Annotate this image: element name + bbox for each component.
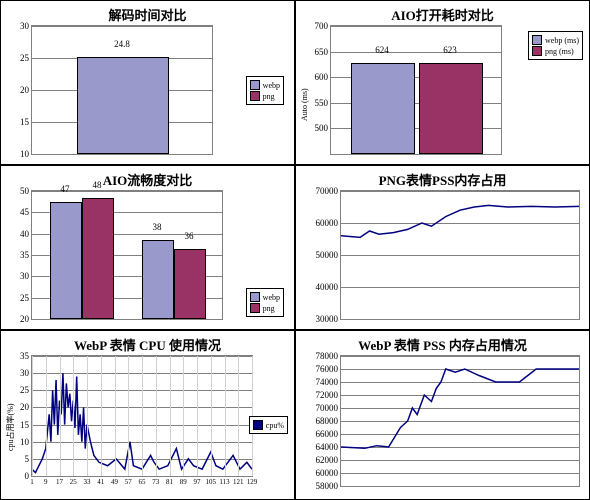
bar xyxy=(82,198,114,319)
legend: cpu% xyxy=(249,416,288,434)
panel-title: AIO流畅度对比 xyxy=(1,170,294,189)
legend-label: cpu% xyxy=(266,421,284,430)
panel-decode: 解码时间对比 101520253024.8 webp png xyxy=(0,0,295,165)
x-tick: 89 xyxy=(180,476,187,486)
bar xyxy=(174,249,206,319)
bar xyxy=(50,202,82,319)
bar xyxy=(77,57,169,154)
bar-value-label: 624 xyxy=(375,45,389,55)
bar-value-label: 47 xyxy=(61,184,70,194)
panel-title: 解码时间对比 xyxy=(1,5,294,24)
panel-webp-pss: WebP 表情 PSS 内存占用情况 580006000062000640006… xyxy=(295,330,590,500)
plot-area: 5800060000620006400066000680007000072000… xyxy=(340,355,580,487)
legend-label: webp (ms) xyxy=(545,36,579,45)
legend: webp (ms) png (ms) xyxy=(528,31,583,60)
x-tick: 33 xyxy=(84,476,91,486)
legend-item: png (ms) xyxy=(532,46,579,56)
panel-aio-fluency: AIO流畅度对比 2025303540455047483836 webppng xyxy=(0,165,295,330)
x-tick: 9 xyxy=(44,476,48,486)
panel-title: WebP 表情 CPU 使用情况 xyxy=(1,335,294,354)
bar-value-label: 36 xyxy=(185,231,194,241)
x-tick: 105 xyxy=(206,476,217,486)
x-tick: 49 xyxy=(111,476,118,486)
panel-title: AIO打开耗时对比 xyxy=(296,5,589,24)
panel-png-pss: PNG表情PSS内存占用 3000040000500006000070000 xyxy=(295,165,590,330)
bar xyxy=(351,63,415,154)
legend-label: png xyxy=(263,304,275,313)
bar xyxy=(142,240,174,319)
plot-area: 3000040000500006000070000 xyxy=(340,190,580,320)
bar-value-label: 623 xyxy=(443,45,457,55)
plot-area: 0510152025303519172533414957657381899710… xyxy=(31,355,253,477)
x-tick: 25 xyxy=(70,476,77,486)
plot-area: 2025303540455047483836 xyxy=(31,190,223,320)
plot-area: 101520253024.8 xyxy=(31,25,213,155)
x-tick: 97 xyxy=(194,476,201,486)
panel-aio-open: AIO打开耗时对比 500550600650700624623 webp (ms… xyxy=(295,0,590,165)
legend-item: cpu% xyxy=(253,420,284,430)
x-tick: 17 xyxy=(56,476,63,486)
legend-label: png xyxy=(263,92,275,101)
legend-item: webp (ms) xyxy=(532,35,579,45)
bar-value-label: 38 xyxy=(153,222,162,232)
legend-label: png (ms) xyxy=(545,47,574,56)
legend-item: webp xyxy=(250,292,280,302)
y-axis-label: Auto (ms) xyxy=(300,88,309,121)
legend-item: png xyxy=(250,91,280,101)
x-tick: 129 xyxy=(247,476,258,486)
x-tick: 1 xyxy=(30,476,34,486)
x-tick: 65 xyxy=(139,476,146,486)
legend: webp png xyxy=(246,288,284,317)
bar xyxy=(419,63,483,154)
x-tick: 41 xyxy=(97,476,104,486)
x-tick: 57 xyxy=(125,476,132,486)
legend: webp png xyxy=(246,76,284,105)
legend-label: webp xyxy=(263,293,280,302)
x-tick: 121 xyxy=(233,476,244,486)
x-tick: 113 xyxy=(219,476,229,486)
dashboard-grid: 解码时间对比 101520253024.8 webppng AIO打开耗时对比 … xyxy=(0,0,590,500)
x-tick: 81 xyxy=(166,476,173,486)
plot-area: 500550600650700624623 xyxy=(330,25,502,155)
y-axis-label: cpu占用率(%) xyxy=(5,403,16,451)
x-tick: 73 xyxy=(152,476,159,486)
legend-item: webp xyxy=(250,80,280,90)
legend-label: webp xyxy=(263,81,280,90)
legend-item: png xyxy=(250,303,280,313)
bar-value-label: 24.8 xyxy=(114,39,130,49)
panel-webp-cpu: WebP 表情 CPU 使用情况 05101520253035191725334… xyxy=(0,330,295,500)
bar-value-label: 48 xyxy=(93,180,102,190)
